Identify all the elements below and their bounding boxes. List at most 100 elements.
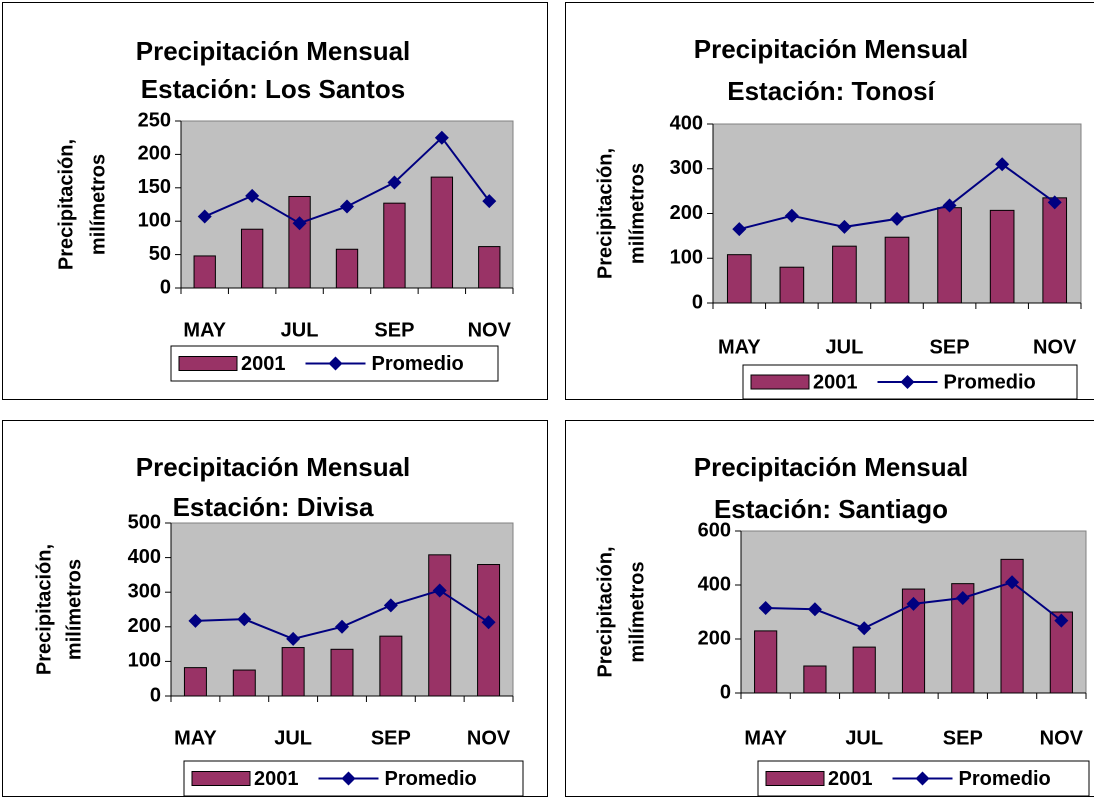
x-tick-label: NOV [468, 319, 512, 341]
marker [237, 612, 252, 627]
marker [188, 613, 203, 628]
marker [758, 600, 773, 615]
legend-swatch [191, 771, 251, 786]
legend-label: Promedio [385, 768, 477, 790]
x-tick-label: MAY [183, 319, 226, 341]
x-tick-label: NOV [467, 727, 511, 749]
x-tick-label: SEP [930, 336, 970, 358]
marker [434, 130, 449, 145]
bar [951, 583, 975, 694]
chart: Precipitación Mensual Estación: Tonosí Pre… [594, 34, 1082, 399]
x-tick-label: SEP [943, 727, 983, 749]
bar [852, 646, 876, 694]
y-axis-label: milímetros [63, 559, 85, 660]
x-tick-label: JUL [826, 336, 864, 358]
marker [197, 209, 212, 224]
chart-title: Precipitación Mensual [694, 34, 969, 64]
x-tick-label: JUL [281, 319, 319, 341]
y-tick-label: 200 [138, 143, 171, 165]
legend-marker [900, 375, 915, 389]
legend-marker [915, 771, 930, 786]
bar [832, 245, 857, 304]
y-tick-label: 50 [149, 243, 171, 265]
x-tick-label: JUL [274, 727, 312, 749]
chart-subtitle: Estación: Divisa [173, 492, 374, 522]
bar [1042, 197, 1068, 304]
marker [942, 198, 957, 213]
y-tick-label: 300 [128, 580, 161, 602]
y-axis-label: milímetros [626, 163, 648, 264]
marker [481, 615, 496, 630]
legend-label: 2001 [813, 371, 858, 393]
bar [754, 630, 778, 694]
y-tick-label: 150 [138, 176, 171, 198]
legend-swatch [178, 356, 238, 371]
bar [726, 254, 752, 304]
panel: Precipitación Mensual Estación: Santiago P… [565, 420, 1094, 797]
x-tick-label: SEP [371, 727, 411, 749]
y-tick-label: 400 [698, 573, 731, 595]
y-axis-label: Precipitación, [594, 148, 616, 279]
y-tick-label: 400 [128, 546, 161, 568]
marker [857, 621, 872, 636]
marker [955, 590, 970, 605]
y-axis-label: Precipitación, [33, 544, 55, 675]
chart-title: Precipitación Mensual [136, 36, 411, 66]
x-tick-label: MAY [174, 727, 217, 749]
chart-title: Precipitación Mensual [694, 452, 969, 482]
marker [837, 219, 852, 234]
y-tick-label: 100 [128, 650, 161, 672]
bar [428, 554, 452, 697]
legend-marker [341, 771, 356, 786]
y-tick-label: 0 [150, 684, 161, 706]
marker [1054, 613, 1069, 628]
bar [477, 564, 501, 697]
marker [1047, 195, 1062, 210]
marker [890, 211, 904, 226]
marker [482, 194, 497, 209]
y-tick-label: 500 [128, 511, 161, 533]
marker [383, 598, 398, 613]
marker [335, 619, 349, 634]
chart: Precipitación Mensual Estación: Santiago P… [594, 452, 1090, 796]
legend-swatch [750, 374, 810, 390]
bar [779, 266, 805, 304]
y-tick-label: 0 [692, 291, 703, 313]
panel: Precipitación Mensual Estación: Divisa Pre… [2, 420, 548, 797]
bar [232, 669, 256, 697]
legend-marker [328, 356, 343, 371]
marker [906, 596, 921, 611]
y-tick-label: 300 [670, 157, 703, 179]
marker [807, 602, 822, 617]
legend-label: Promedio [372, 353, 464, 375]
y-tick-label: 100 [670, 247, 703, 269]
y-tick-label: 250 [138, 109, 171, 131]
legend-swatch [765, 771, 825, 786]
chart: Precipitación Mensual Estación: Divisa Pre… [33, 452, 524, 796]
marker [432, 583, 447, 598]
x-tick-label: JUL [845, 727, 883, 749]
panel: Precipitación Mensual Estación: Tonosí Pre… [565, 2, 1094, 400]
bar [478, 246, 501, 289]
chart-subtitle: Estación: Santiago [714, 494, 948, 524]
bar [989, 209, 1015, 304]
bar [379, 635, 403, 697]
chart-subtitle: Estación: Los Santos [141, 74, 405, 104]
marker [340, 199, 354, 214]
y-axis-label: milímetros [626, 561, 648, 662]
bar [884, 236, 910, 304]
bar [1000, 558, 1024, 694]
y-tick-label: 600 [698, 519, 731, 541]
marker [1005, 575, 1020, 590]
marker [286, 631, 301, 646]
x-tick-label: MAY [744, 727, 787, 749]
x-tick-label: MAY [718, 336, 761, 358]
marker [387, 175, 402, 190]
y-tick-label: 200 [128, 615, 161, 637]
legend-label: 2001 [241, 353, 286, 375]
bar [330, 648, 354, 697]
y-axis-label: Precipitación, [55, 139, 77, 270]
bar [430, 176, 454, 289]
chart: Precipitación Mensual Estación: Los Santo… [55, 36, 514, 382]
legend-label: Promedio [959, 768, 1051, 790]
